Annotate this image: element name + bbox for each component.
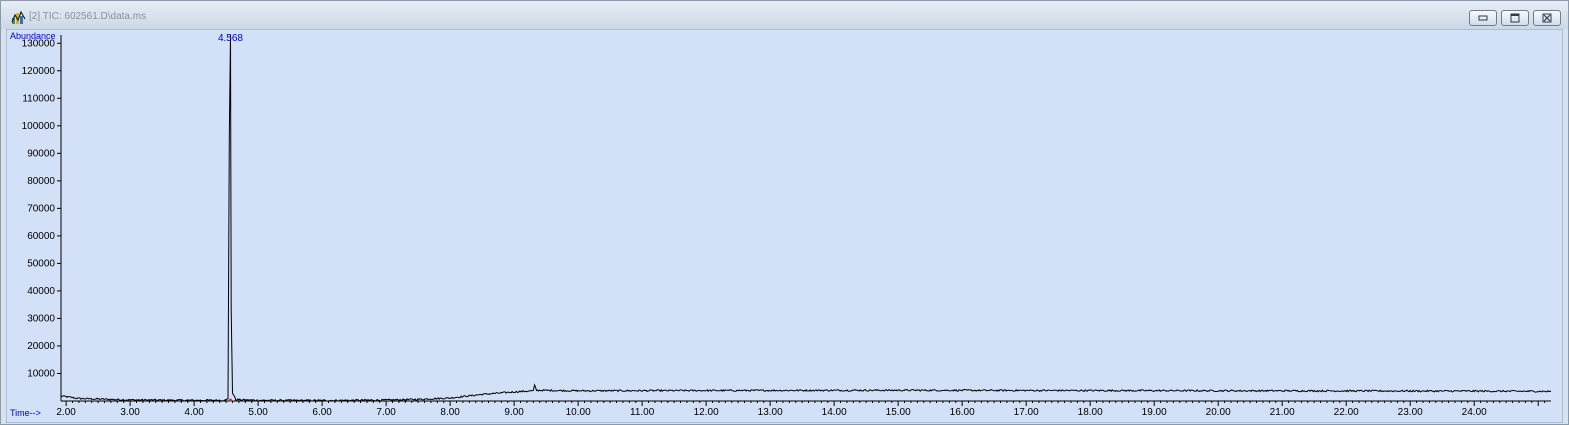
x-tick-label: 24.00 [1462, 407, 1487, 418]
x-tick-label: 17.00 [1014, 407, 1039, 418]
maximize-icon [1510, 13, 1520, 23]
x-tick-label: 7.00 [376, 407, 396, 418]
y-axis-label: Abundance [10, 31, 56, 41]
y-tick-label: 60000 [27, 231, 55, 242]
x-tick-label: 3.00 [120, 407, 140, 418]
plot-background [6, 29, 1563, 423]
y-tick-label: 70000 [27, 203, 55, 214]
chromatogram-plot[interactable]: Abundance Time--> 10000 20000 30000 40000 50… [6, 29, 1563, 423]
minimize-icon [1478, 15, 1488, 21]
x-tick-label: 21.00 [1270, 407, 1295, 418]
y-tick-label: 20000 [27, 341, 55, 352]
y-tick-label: 80000 [27, 176, 55, 187]
minimize-button[interactable] [1469, 10, 1497, 26]
x-tick-label: 6.00 [312, 407, 332, 418]
x-tick-label: 18.00 [1078, 407, 1103, 418]
y-tick-label: 40000 [27, 286, 55, 297]
x-tick-label: 22.00 [1334, 407, 1359, 418]
close-button[interactable] [1533, 10, 1561, 26]
peak-label: 4.568 [218, 33, 243, 44]
x-tick-label: 9.00 [504, 407, 524, 418]
x-tick-label: 13.00 [758, 407, 783, 418]
x-tick-label: 4.00 [184, 407, 204, 418]
tick-marks: 10000 20000 30000 40000 50000 60000 70000 80000… [22, 38, 1546, 418]
x-tick-label: 16.00 [950, 407, 975, 418]
title-bar[interactable]: [2] TIC: 602561.D\data.ms [1, 1, 1568, 29]
y-tick-label: 30000 [27, 313, 55, 324]
x-tick-label: 12.00 [694, 407, 719, 418]
maximize-button[interactable] [1501, 10, 1529, 26]
peak-marker [228, 398, 232, 402]
y-tick-label: 10000 [27, 368, 55, 379]
y-tick-label: 130000 [22, 38, 56, 49]
peak-labels: 4.568 [218, 33, 243, 402]
close-icon [1542, 13, 1552, 23]
x-tick-label: 8.00 [440, 407, 460, 418]
window-title: [2] TIC: 602561.D\data.ms [29, 11, 147, 22]
y-tick-label: 100000 [22, 121, 56, 132]
x-tick-label: 15.00 [886, 407, 911, 418]
chromatogram-app-icon[interactable] [11, 10, 27, 26]
x-tick-label: 23.00 [1398, 407, 1423, 418]
y-tick-label: 120000 [22, 66, 56, 77]
x-tick-label: 20.00 [1206, 407, 1231, 418]
x-axis-label: Time--> [10, 408, 41, 418]
x-tick-label: 2.00 [56, 407, 76, 418]
x-tick-label: 10.00 [566, 407, 591, 418]
y-tick-label: 50000 [27, 258, 55, 269]
x-tick-label: 11.00 [630, 407, 655, 418]
x-tick-label: 5.00 [248, 407, 268, 418]
tic-trace[interactable] [60, 34, 1552, 402]
y-tick-label: 110000 [22, 93, 55, 104]
x-tick-label: 14.00 [822, 407, 847, 418]
x-tick-label: 19.00 [1142, 407, 1167, 418]
y-tick-label: 90000 [27, 148, 55, 159]
